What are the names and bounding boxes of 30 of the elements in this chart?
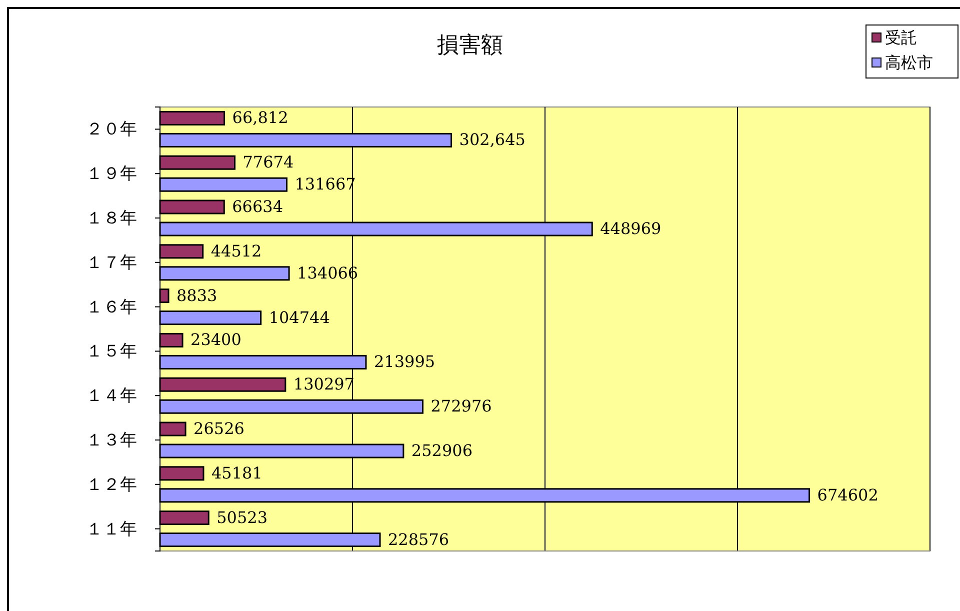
data-label: 252906 (411, 441, 472, 460)
data-label: 45181 (211, 463, 262, 482)
legend-label: 高松市 (885, 53, 933, 72)
data-label: 44512 (210, 241, 262, 260)
data-label: 26526 (194, 419, 244, 438)
chart-title: 損害額 (437, 33, 503, 58)
data-label: 302,645 (459, 130, 526, 150)
data-label: 77674 (242, 152, 294, 172)
y-tick-label: １５年 (86, 342, 137, 362)
legend-label: 受託 (885, 28, 917, 47)
data-label: 23400 (190, 330, 242, 350)
data-label: 674602 (817, 485, 878, 504)
data-label: 8833 (176, 286, 218, 305)
y-tick-label: １２年 (86, 474, 137, 495)
data-label: 213995 (374, 352, 436, 372)
data-label: 272976 (430, 396, 492, 416)
y-tick-label: １８年 (86, 208, 137, 228)
y-tick-label: １１年 (86, 519, 137, 540)
y-tick-label: １６年 (86, 297, 137, 318)
y-tick-label: ２０年 (86, 120, 137, 140)
y-tick-label: １４年 (86, 386, 137, 406)
data-label: 228576 (388, 530, 450, 549)
y-tick-label: １７年 (86, 252, 137, 273)
data-label: 66,812 (232, 108, 288, 128)
y-tick-label: １９年 (86, 164, 137, 184)
data-label: 66634 (232, 197, 284, 216)
data-label: 104744 (268, 308, 330, 327)
data-label: 50523 (216, 508, 268, 527)
y-tick-label: １３年 (86, 430, 137, 450)
data-label: 448969 (600, 219, 662, 238)
